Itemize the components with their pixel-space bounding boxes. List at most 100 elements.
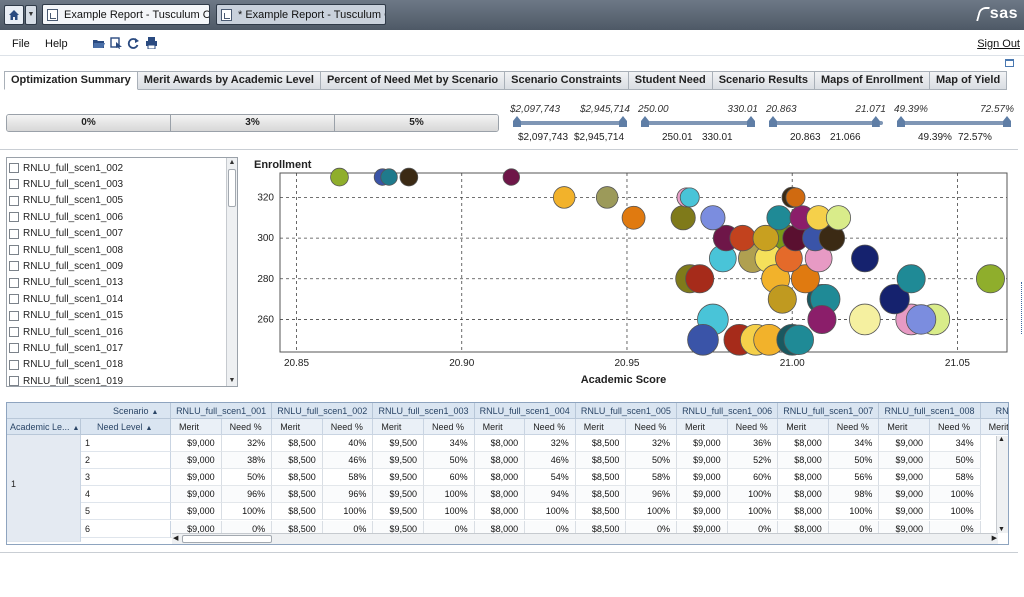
- slider-track[interactable]: [769, 121, 883, 125]
- data-bubble[interactable]: [399, 167, 419, 187]
- refresh-icon[interactable]: [127, 37, 140, 49]
- maximize-icon[interactable]: [1005, 59, 1014, 67]
- slider-handle-max[interactable]: [871, 116, 880, 127]
- report-tab[interactable]: Percent of Need Met by Scenario: [320, 71, 506, 90]
- report-tab[interactable]: Optimization Summary: [4, 71, 138, 90]
- crosstab-vertical-scrollbar[interactable]: ▲ ▼: [996, 436, 1008, 533]
- report-tab[interactable]: Map of Yield: [930, 71, 1008, 90]
- scenario-header-label[interactable]: Scenario ▲: [113, 404, 158, 418]
- report-tab[interactable]: Student Need: [628, 71, 713, 90]
- data-bubble[interactable]: [685, 264, 715, 294]
- list-item[interactable]: RNLU_full_scen1_008: [9, 242, 123, 258]
- data-bubble[interactable]: [621, 205, 646, 230]
- checkbox[interactable]: [9, 376, 19, 386]
- data-bubble[interactable]: [905, 304, 937, 335]
- list-item[interactable]: RNLU_full_scen1_018: [9, 357, 123, 373]
- checkbox[interactable]: [9, 294, 19, 305]
- list-item[interactable]: RNLU_full_scen1_002: [9, 160, 123, 176]
- measure-header[interactable]: Need %: [727, 419, 779, 435]
- slider-handle-min[interactable]: [641, 116, 649, 127]
- measure-header[interactable]: Merit: [879, 419, 930, 435]
- scroll-left-icon[interactable]: ◀: [173, 535, 179, 542]
- slider-handle-max[interactable]: [619, 116, 627, 127]
- list-item[interactable]: RNLU_full_scen1_006: [9, 209, 123, 225]
- range-slider-2[interactable]: 250.00 330.01 250.01 330.01: [638, 104, 758, 144]
- list-item[interactable]: RNLU_full_scen1_015: [9, 308, 123, 324]
- need-level-header[interactable]: Need Level ▲: [81, 419, 171, 435]
- checkbox[interactable]: [9, 179, 19, 190]
- measure-header[interactable]: Need %: [930, 419, 981, 435]
- scrollbar-thumb[interactable]: [228, 169, 236, 207]
- button-bar-option-2[interactable]: 5%: [335, 115, 498, 131]
- academic-level-header[interactable]: Academic Le... ▲: [7, 419, 81, 435]
- slider-track[interactable]: [641, 121, 755, 125]
- data-bubble[interactable]: [790, 264, 820, 294]
- list-item[interactable]: RNLU_full_scen1_009: [9, 258, 123, 274]
- scroll-right-icon[interactable]: ▶: [991, 535, 997, 542]
- scroll-up-icon[interactable]: ▲: [998, 436, 1005, 443]
- measure-header[interactable]: Need %: [626, 419, 677, 435]
- list-item[interactable]: RNLU_full_scen1_016: [9, 324, 123, 340]
- list-item[interactable]: RNLU_full_scen1_007: [9, 226, 123, 242]
- scenario-column-header[interactable]: RNLU_full_scen1_005: [575, 403, 677, 419]
- open-folder-icon[interactable]: [92, 37, 105, 49]
- measure-header[interactable]: Need %: [828, 419, 880, 435]
- list-item[interactable]: RNLU_full_scen1_017: [9, 340, 123, 356]
- data-bubble[interactable]: [687, 323, 719, 356]
- checkbox[interactable]: [9, 359, 19, 370]
- document-tab-2[interactable]: * Example Report - Tusculum College: [216, 4, 386, 25]
- document-tab-1[interactable]: Example Report - Tusculum Coll... ✖: [42, 4, 210, 25]
- scenario-column-header[interactable]: RNLU_full_scen1_006: [677, 403, 779, 419]
- checkbox[interactable]: [9, 261, 19, 272]
- checkbox[interactable]: [9, 228, 19, 239]
- measure-header[interactable]: Merit: [677, 419, 728, 435]
- home-menu-dropdown[interactable]: ▼: [25, 5, 37, 25]
- scenario-column-header[interactable]: RNLU_full_scen1_004: [474, 403, 576, 419]
- slider-handle-min[interactable]: [897, 116, 905, 127]
- button-bar-option-0[interactable]: 0%: [7, 115, 171, 131]
- slider-handle-max[interactable]: [747, 116, 755, 127]
- scenario-column-header[interactable]: RNLU_full_scen1_007: [778, 403, 880, 419]
- data-bubble[interactable]: [896, 264, 926, 294]
- report-tab[interactable]: Scenario Constraints: [505, 71, 629, 90]
- scroll-down-icon[interactable]: ▼: [228, 377, 236, 384]
- data-bubble[interactable]: [330, 167, 349, 187]
- slider-handle-min[interactable]: [513, 116, 521, 127]
- chart-canvas[interactable]: 20.85 20.90 20.95 21.00 21.05 260 280 300 320 Enr…: [246, 157, 1018, 387]
- sort-ascending-icon[interactable]: ▲: [72, 425, 80, 432]
- measure-header[interactable]: Merit: [272, 419, 323, 435]
- list-item[interactable]: RNLU_full_scen1_013: [9, 275, 123, 291]
- edit-pointer-icon[interactable]: [110, 37, 123, 49]
- scenario-column-header[interactable]: RNLU_full_scen1_008: [879, 403, 981, 419]
- slider-track[interactable]: [513, 121, 627, 125]
- scrollbar-thumb[interactable]: [182, 535, 272, 543]
- sort-ascending-icon[interactable]: ▲: [145, 425, 153, 432]
- data-bubble[interactable]: [783, 324, 814, 355]
- file-menu[interactable]: File: [12, 38, 30, 50]
- report-tab[interactable]: Scenario Results: [712, 71, 815, 90]
- checkbox[interactable]: [9, 277, 19, 288]
- panel-resize-handle[interactable]: [1021, 282, 1024, 334]
- scenario-column-header[interactable]: RNLU_full_scen1_001: [171, 403, 273, 419]
- data-bubble[interactable]: [502, 168, 520, 186]
- list-item[interactable]: RNLU_full_scen1_014: [9, 291, 123, 307]
- scenario-column-header[interactable]: RNLU_full_scen1: [980, 403, 1008, 419]
- data-bubble[interactable]: [785, 187, 806, 208]
- checkbox[interactable]: [9, 212, 19, 223]
- sort-ascending-icon[interactable]: ▲: [151, 409, 159, 416]
- measure-header[interactable]: Need %: [221, 419, 273, 435]
- button-bar-option-1[interactable]: 3%: [171, 115, 335, 131]
- data-bubble[interactable]: [729, 224, 756, 252]
- sign-out-link[interactable]: Sign Out: [977, 38, 1020, 50]
- data-bubble[interactable]: [700, 205, 726, 231]
- home-button[interactable]: [4, 5, 24, 25]
- measure-header[interactable]: Merit: [474, 419, 526, 435]
- data-bubble[interactable]: [849, 303, 881, 336]
- checkbox[interactable]: [9, 163, 19, 173]
- checkbox[interactable]: [9, 343, 19, 354]
- list-item[interactable]: RNLU_full_scen1_019: [9, 373, 123, 386]
- measure-header[interactable]: Need %: [424, 419, 475, 435]
- data-bubble[interactable]: [552, 186, 576, 209]
- print-icon[interactable]: [145, 37, 158, 49]
- scenario-column-header[interactable]: RNLU_full_scen1_003: [373, 403, 475, 419]
